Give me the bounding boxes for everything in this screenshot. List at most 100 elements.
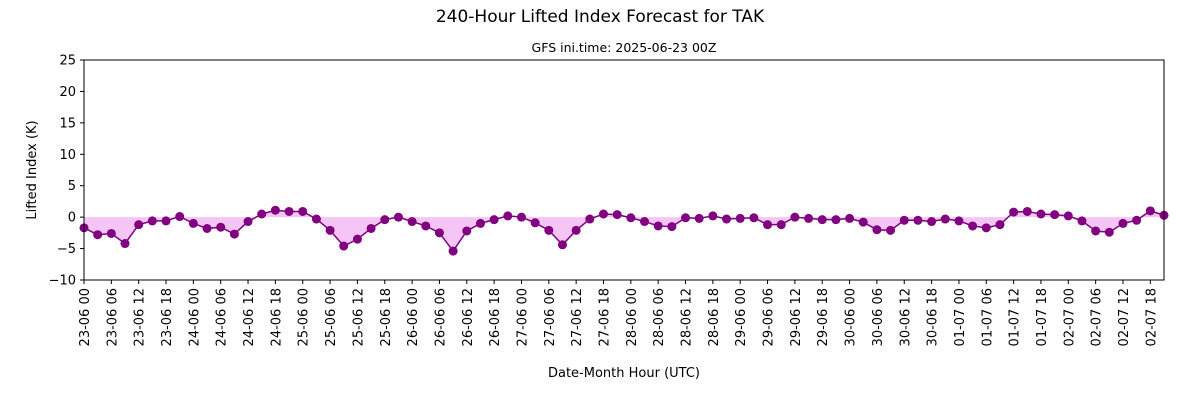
x-tick-label: 01-07 06 (980, 288, 995, 346)
data-point (421, 221, 431, 231)
x-tick-label: 02-07 06 (1090, 288, 1105, 346)
y-tick-label: 5 (68, 179, 76, 194)
data-point (694, 213, 704, 223)
data-point (106, 228, 116, 238)
plot-area (79, 205, 1169, 256)
data-point (1077, 216, 1087, 226)
data-point (393, 212, 403, 222)
data-point (380, 215, 390, 225)
data-point (93, 230, 103, 240)
data-point (667, 222, 677, 232)
chart-title: 240-Hour Lifted Index Forecast for TAK (436, 7, 765, 27)
data-point (968, 221, 978, 231)
data-point (1036, 209, 1046, 219)
data-point (653, 221, 663, 231)
data-point (872, 225, 882, 235)
x-tick-label: 02-07 00 (1062, 288, 1077, 346)
data-point (845, 213, 855, 223)
x-tick-label: 28-06 12 (680, 288, 695, 346)
y-tick-label: 15 (59, 116, 76, 131)
data-point (257, 209, 267, 219)
x-tick-label: 28-06 06 (652, 288, 667, 346)
data-point (981, 223, 991, 233)
data-point (311, 214, 321, 224)
data-point (339, 241, 349, 251)
data-point (544, 225, 554, 235)
data-point (1132, 215, 1142, 225)
data-point (626, 213, 636, 223)
data-point (722, 214, 732, 224)
data-point (886, 225, 896, 235)
data-point (585, 214, 595, 224)
data-point (598, 209, 608, 219)
data-point (1091, 226, 1101, 236)
data-point (489, 215, 499, 225)
data-point (1145, 206, 1155, 216)
x-tick-label: 29-06 06 (762, 288, 777, 346)
y-tick-label: 0 (68, 211, 76, 226)
data-point (516, 212, 526, 222)
data-point (927, 217, 937, 227)
data-point (681, 213, 691, 223)
data-point (462, 226, 472, 236)
data-point (503, 211, 513, 221)
x-tick-label: 01-07 18 (1035, 288, 1050, 346)
data-point (284, 206, 294, 216)
x-tick-label: 25-06 12 (351, 288, 366, 346)
data-point (243, 217, 253, 227)
x-tick-label: 30-06 12 (898, 288, 913, 346)
data-point (557, 240, 567, 250)
x-tick-label: 23-06 12 (133, 288, 148, 346)
data-point (366, 223, 376, 233)
x-tick-label: 27-06 12 (570, 288, 585, 346)
chart-subtitle: GFS ini.time: 2025-06-23 00Z (532, 40, 717, 55)
data-point (612, 210, 622, 220)
x-tick-label: 24-06 18 (269, 288, 284, 346)
y-axis-label: Lifted Index (K) (25, 120, 40, 219)
x-tick-label: 25-06 06 (324, 288, 339, 346)
x-tick-label: 28-06 00 (625, 288, 640, 346)
data-point (161, 216, 171, 226)
data-point (475, 218, 485, 228)
x-tick-label: 25-06 18 (379, 288, 394, 346)
data-point (530, 218, 540, 228)
x-tick-label: 24-06 00 (187, 288, 202, 346)
x-tick-label: 30-06 06 (871, 288, 886, 346)
data-point (954, 216, 964, 226)
data-point (434, 228, 444, 238)
x-tick-label: 01-07 00 (953, 288, 968, 346)
x-tick-label: 02-07 12 (1117, 288, 1132, 346)
data-point (175, 212, 185, 222)
x-tick-label: 23-06 18 (160, 288, 175, 346)
fill-area (84, 210, 1164, 252)
data-point (749, 213, 759, 223)
data-point (708, 211, 718, 221)
x-tick-label: 02-07 18 (1144, 288, 1159, 346)
data-point (831, 215, 841, 225)
data-point (858, 217, 868, 227)
data-point (325, 225, 335, 235)
data-point (817, 215, 827, 225)
y-axis: −10 −5 0 5 10 15 20 25 (49, 54, 84, 289)
y-tick-label: 10 (59, 148, 76, 163)
x-axis: 23-06 00 23-06 06 23-06 12 23-06 18 24-06 00… (78, 280, 1159, 346)
y-tick-label: −5 (57, 242, 76, 257)
data-point (1063, 211, 1073, 221)
data-point (448, 246, 458, 256)
data-point (640, 217, 650, 227)
x-tick-label: 26-06 18 (488, 288, 503, 346)
x-tick-label: 27-06 06 (543, 288, 558, 346)
x-tick-label: 29-06 12 (789, 288, 804, 346)
x-tick-label: 30-06 18 (926, 288, 941, 346)
x-tick-label: 25-06 00 (297, 288, 312, 346)
data-point (1022, 206, 1032, 216)
x-tick-label: 27-06 00 (515, 288, 530, 346)
data-point (804, 213, 814, 223)
data-point (216, 222, 226, 232)
data-point (899, 215, 909, 225)
x-tick-label: 01-07 12 (1008, 288, 1023, 346)
data-point (188, 218, 198, 228)
y-tick-label: 25 (59, 54, 76, 69)
x-tick-label: 24-06 12 (242, 288, 257, 346)
